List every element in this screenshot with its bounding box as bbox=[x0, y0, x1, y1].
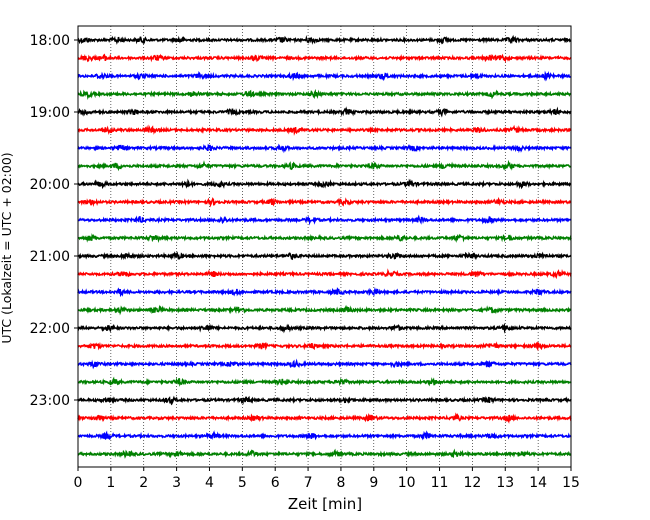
y-axis-ticks: 18:00 19:00 20:00 21:00 22:00 23:00 bbox=[30, 33, 78, 409]
x-tick-label: 11 bbox=[431, 475, 449, 491]
trace-line bbox=[77, 430, 572, 441]
trace-line bbox=[77, 304, 572, 316]
y-tick-label: 21:00 bbox=[30, 249, 70, 265]
trace-line bbox=[77, 34, 572, 45]
x-tick-label: 13 bbox=[496, 475, 514, 491]
y-axis-label: UTC (Lokalzeit = UTC + 02:00) bbox=[0, 152, 14, 343]
x-tick-label: 1 bbox=[106, 475, 115, 491]
x-tick-label: 5 bbox=[238, 475, 247, 491]
x-tick-label: 9 bbox=[369, 475, 378, 491]
x-axis-ticks: 0 1 2 3 4 5 6 7 8 9 10 11 12 13 14 15 bbox=[74, 467, 580, 491]
trace-line bbox=[77, 286, 572, 298]
x-tick-label: 6 bbox=[271, 475, 280, 491]
trace-line bbox=[77, 358, 572, 370]
trace-line bbox=[77, 159, 572, 172]
trace-line bbox=[77, 322, 572, 334]
trace-line bbox=[77, 124, 572, 136]
y-tick-label: 23:00 bbox=[30, 393, 70, 409]
x-tick-label: 12 bbox=[463, 475, 481, 491]
y-tick-label: 22:00 bbox=[30, 321, 70, 337]
trace-line bbox=[77, 106, 572, 118]
trace-line bbox=[77, 70, 572, 82]
trace-line bbox=[77, 88, 572, 101]
trace-line bbox=[77, 448, 572, 459]
y-tick-label: 19:00 bbox=[30, 105, 70, 121]
x-tick-label: 7 bbox=[304, 475, 313, 491]
x-tick-label: 15 bbox=[562, 475, 580, 491]
x-tick-label: 2 bbox=[139, 475, 148, 491]
trace-line bbox=[77, 53, 572, 63]
trace-line bbox=[77, 214, 572, 226]
trace-line bbox=[77, 395, 572, 406]
y-tick-label: 20:00 bbox=[30, 177, 70, 193]
x-tick-label: 0 bbox=[74, 475, 83, 491]
trace-line bbox=[77, 178, 572, 190]
trace-line bbox=[77, 143, 572, 154]
trace-line bbox=[77, 251, 572, 261]
seismic-traces bbox=[77, 34, 572, 459]
trace-line bbox=[77, 412, 572, 424]
x-axis-label: Zeit [min] bbox=[288, 495, 362, 513]
x-tick-label: 8 bbox=[336, 475, 345, 491]
trace-line bbox=[77, 196, 572, 208]
x-tick-label: 4 bbox=[205, 475, 214, 491]
trace-line bbox=[77, 233, 572, 244]
y-tick-label: 18:00 bbox=[30, 33, 70, 49]
plot-frame bbox=[77, 25, 572, 468]
x-tick-label: 14 bbox=[529, 475, 547, 491]
trace-line bbox=[77, 376, 572, 387]
x-tick-label: 10 bbox=[398, 475, 416, 491]
trace-line bbox=[77, 268, 572, 280]
trace-line bbox=[77, 341, 572, 352]
x-tick-label: 3 bbox=[172, 475, 181, 491]
